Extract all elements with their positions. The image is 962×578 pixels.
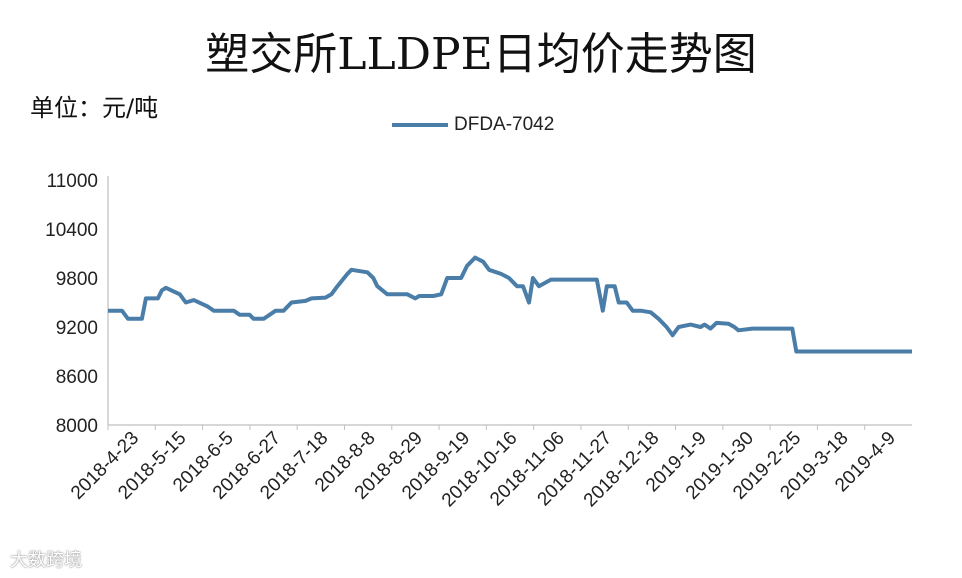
y-tick-label: 8000 (56, 416, 98, 437)
y-tick-label: 10400 (45, 220, 98, 241)
y-tick-label: 9800 (56, 269, 98, 290)
x-axis-ticks: 2018-4-232018-5-152018-6-52018-6-272018-… (67, 425, 900, 511)
y-tick-label: 11000 (47, 171, 98, 192)
legend: DFDA-7042 (392, 114, 554, 136)
legend-swatch (392, 123, 448, 127)
y-tick-label: 8600 (56, 367, 98, 388)
y-axis-ticks: 8000 8600 9200 9800 10400 11000 (45, 171, 98, 437)
series-line (108, 255, 912, 354)
axes (107, 176, 912, 426)
unit-label: 单位：元/吨 (30, 94, 159, 122)
series-group (108, 255, 912, 354)
chart-title: 塑交所LLDPE日均价走势图 (205, 29, 757, 80)
legend-label: DFDA-7042 (454, 114, 555, 135)
watermark: 大数跨境 (10, 550, 82, 571)
y-tick-label: 9200 (56, 318, 98, 339)
